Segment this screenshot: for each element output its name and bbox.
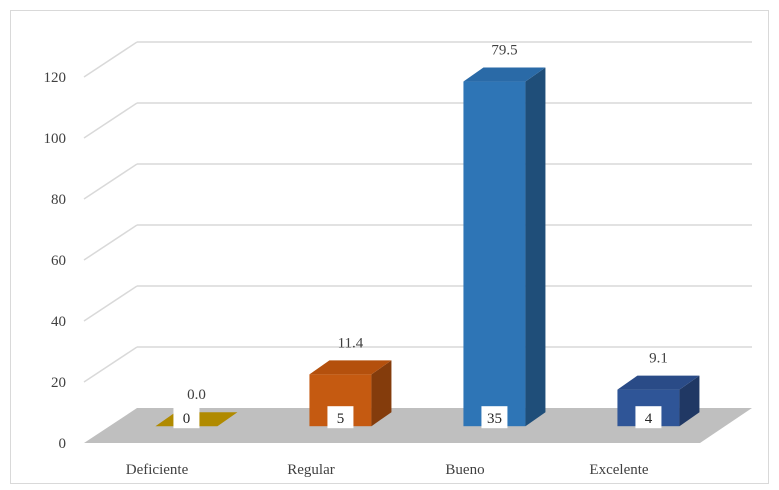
- bar-top: [309, 360, 392, 375]
- bar-front: [463, 81, 526, 427]
- bar-side: [525, 67, 546, 427]
- count-label-box: [173, 406, 200, 429]
- bar-percentage-label: 79.5: [491, 43, 517, 59]
- bar-top: [463, 67, 546, 82]
- count-label-box: [481, 406, 508, 429]
- gridline-side: [83, 102, 138, 139]
- bar-percentage-label: 9.1: [649, 351, 668, 367]
- count-label-box: [635, 406, 662, 429]
- y-tick-label: 20: [51, 375, 66, 391]
- x-category-label: Bueno: [445, 462, 484, 478]
- bar-top: [617, 375, 700, 390]
- gridline-side: [83, 224, 138, 261]
- gridline-side: [83, 346, 138, 383]
- bar-percentage-label: 11.4: [338, 335, 364, 351]
- x-category-label: Excelente: [589, 462, 648, 478]
- bar-count-label: 0: [183, 411, 191, 427]
- y-tick-label: 120: [44, 70, 67, 86]
- bar-side: [371, 360, 392, 427]
- y-tick-label: 80: [51, 192, 66, 208]
- chart-floor: [84, 408, 752, 443]
- y-tick-label: 60: [51, 253, 66, 269]
- bar-count-label: 5: [337, 411, 345, 427]
- bar-count-label: 35: [487, 411, 502, 427]
- gridline-side: [83, 41, 138, 78]
- bar-count-label: 4: [645, 411, 653, 427]
- x-category-label: Regular: [287, 462, 334, 478]
- y-tick-label: 0: [59, 436, 67, 452]
- y-tick-label: 40: [51, 314, 66, 330]
- gridline-side: [83, 285, 138, 322]
- count-label-box: [327, 406, 354, 429]
- bar-percentage-label: 0.0: [187, 387, 206, 403]
- bar-side: [679, 375, 700, 427]
- gridline-side: [83, 163, 138, 200]
- x-category-label: Deficiente: [126, 462, 189, 478]
- y-tick-label: 100: [44, 131, 67, 147]
